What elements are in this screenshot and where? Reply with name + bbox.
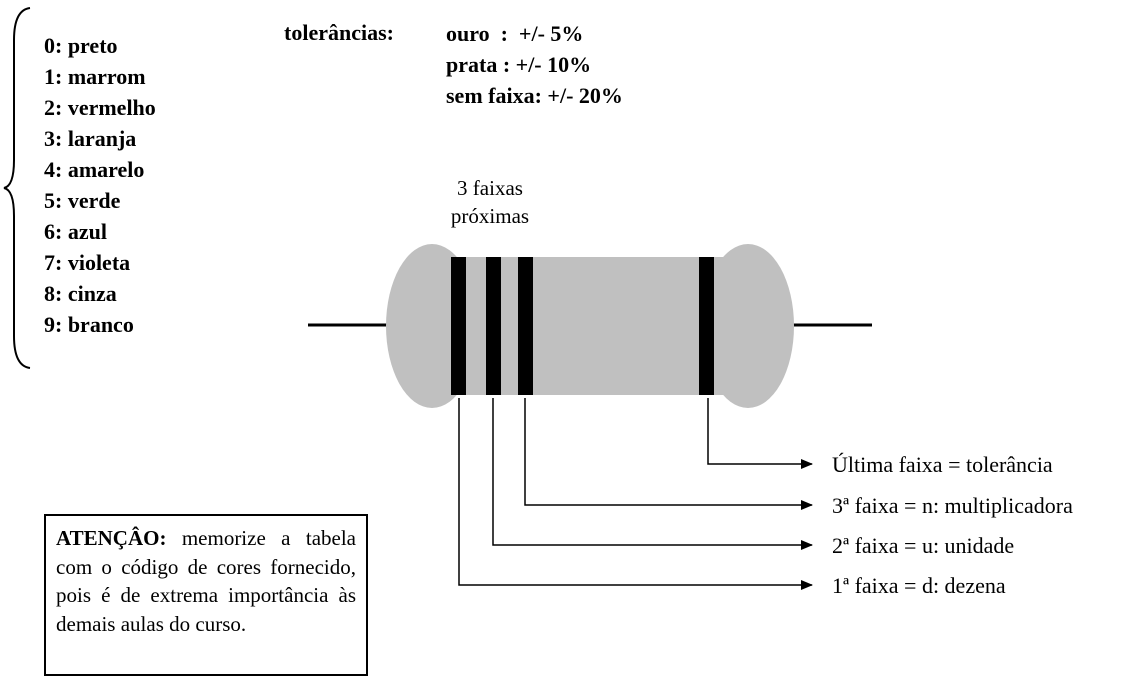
label-tolerance-band: Última faixa = tolerância: [832, 452, 1053, 477]
tolerance-item: prata : +/- 10%: [446, 52, 592, 77]
tolerance-item: ouro : +/- 5%: [446, 21, 584, 46]
attention-text: memorize a tabela com o código de cores …: [56, 526, 356, 636]
resistor-band-2: [486, 257, 501, 395]
resistor-band-1: [451, 257, 466, 395]
color-code-item: 2: vermelho: [44, 95, 156, 120]
curly-brace: [3, 7, 31, 369]
bands-note-line: próximas: [450, 204, 530, 228]
resistor-band-tolerance: [699, 257, 714, 395]
color-code-item: 0: preto: [44, 33, 118, 58]
arrow-band-2: [492, 398, 813, 550]
tolerance-item: sem faixa: +/- 20%: [446, 83, 623, 108]
color-code-item: 8: cinza: [44, 281, 117, 306]
bands-note-line: 3 faixas: [457, 176, 523, 200]
color-code-item: 6: azul: [44, 219, 107, 244]
arrow-band-1: [458, 398, 813, 590]
resistor-body: [386, 244, 794, 408]
label-band-2: 2ª faixa = u: unidade: [832, 533, 1015, 558]
tolerances-list: ouro : +/- 5% prata : +/- 10% sem faixa:…: [446, 20, 623, 113]
color-code-item: 3: laranja: [44, 126, 137, 151]
color-code-list: 0: preto 1: marrom 2: vermelho 3: laranj…: [44, 32, 156, 342]
color-code-item: 5: verde: [44, 188, 121, 213]
arrow-tolerance: [707, 398, 813, 469]
arrow-band-3: [524, 398, 813, 510]
color-code-item: 4: amarelo: [44, 157, 145, 182]
tolerances-title: tolerâncias:: [284, 20, 394, 45]
bands-note: 3 faixas próximas: [420, 174, 560, 230]
color-code-item: 7: violeta: [44, 250, 131, 275]
attention-box: ATENÇÂO: memorize a tabela com o código …: [44, 514, 368, 676]
attention-heading: ATENÇÂO:: [56, 526, 167, 550]
color-code-item: 1: marrom: [44, 64, 146, 89]
label-band-3: 3ª faixa = n: multiplicadora: [832, 493, 1073, 518]
color-code-item: 9: branco: [44, 312, 134, 337]
label-band-1: 1ª faixa = d: dezena: [832, 573, 1006, 598]
resistor-band-3: [518, 257, 533, 395]
